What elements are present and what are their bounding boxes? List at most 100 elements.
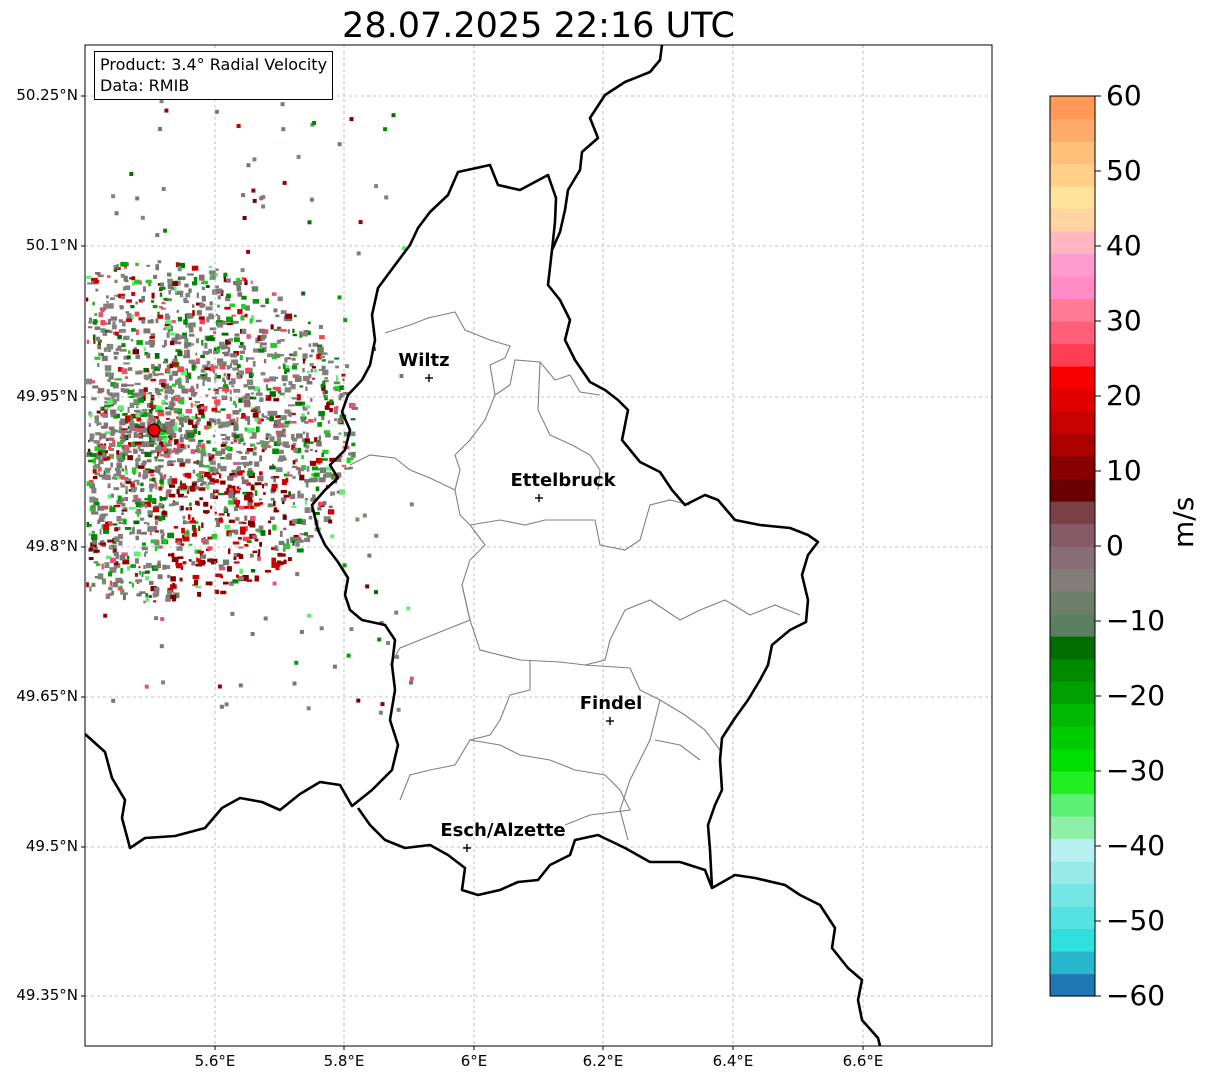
radar-echo (302, 367, 305, 373)
radar-echo (299, 629, 304, 634)
radar-echo (154, 541, 158, 546)
radar-echo (247, 500, 253, 506)
radar-echo (160, 478, 164, 485)
radar-echo (103, 456, 111, 461)
colorbar-segment (1050, 951, 1095, 975)
radar-echo (322, 380, 326, 386)
radar-echo (229, 473, 236, 478)
radar-echo (270, 342, 278, 348)
radar-echo (269, 416, 274, 422)
radar-echo (138, 317, 146, 321)
radar-echo (312, 377, 315, 380)
radar-echo (336, 490, 340, 494)
radar-echo (244, 313, 248, 318)
radar-echo (140, 462, 147, 466)
radar-echo (262, 329, 269, 334)
radar-echo (258, 525, 264, 530)
radar-echo (270, 324, 274, 330)
radar-echo (114, 211, 119, 216)
radar-echo (209, 301, 213, 306)
radar-echo (118, 521, 125, 525)
radar-echo (167, 532, 175, 539)
radar-echo (258, 348, 265, 353)
radar-echo (203, 510, 210, 513)
radar-echo (220, 480, 226, 485)
radar-echo (268, 520, 272, 524)
radar-echo (343, 391, 349, 396)
radar-echo (153, 505, 160, 508)
radar-echo (280, 415, 287, 421)
radar-echo (254, 446, 257, 451)
radar-echo (114, 279, 118, 284)
radar-echo (108, 592, 113, 596)
radar-echo (196, 358, 200, 364)
radar-echo (154, 457, 158, 462)
radar-echo (113, 487, 120, 491)
radar-echo (224, 380, 227, 385)
radar-echo (227, 375, 231, 380)
radar-echo (170, 576, 176, 582)
radar-echo (136, 434, 142, 438)
radar-echo (107, 539, 114, 543)
radar-echo (121, 509, 128, 512)
radar-echo (237, 470, 243, 476)
radar-echo (228, 492, 233, 499)
radar-echo (193, 428, 198, 434)
radar-echo (175, 292, 182, 295)
radar-echo (112, 321, 116, 327)
radar-echo (216, 523, 221, 528)
radar-echo (104, 431, 112, 435)
city-label-ettelbruck: Ettelbruck (510, 470, 616, 491)
radar-echo (94, 472, 101, 476)
radar-echo (171, 478, 178, 484)
radar-echo (164, 108, 169, 113)
radar-echo (146, 353, 151, 359)
radar-echo (391, 113, 396, 118)
colorbar-segment (1050, 861, 1095, 885)
radar-echo (120, 579, 124, 584)
radar-echo (86, 452, 93, 457)
radar-echo (171, 556, 179, 562)
radar-echo (218, 513, 225, 516)
radar-echo (262, 445, 268, 451)
radar-echo (378, 710, 383, 715)
radar-echo (288, 381, 293, 386)
radar-echo (200, 451, 207, 457)
radar-echo (295, 378, 300, 381)
radar-echo (263, 492, 266, 495)
radar-echo (165, 496, 168, 500)
radar-echo (133, 494, 139, 501)
radar-echo (118, 328, 126, 333)
radar-echo (192, 310, 195, 316)
radar-echo (295, 401, 302, 406)
radar-echo (113, 268, 118, 272)
radar-echo (174, 286, 177, 293)
radar-echo (242, 277, 247, 281)
radar-echo (220, 574, 223, 577)
radar-echo (176, 443, 181, 448)
radar-echo (140, 517, 145, 521)
radar-echo (242, 522, 247, 525)
radar-echo (180, 417, 186, 422)
radar-echo (126, 299, 132, 303)
radar-echo (217, 684, 222, 689)
radar-echo (293, 437, 298, 442)
radar-echo (409, 676, 414, 681)
radar-echo (164, 394, 168, 400)
radar-echo (199, 497, 203, 501)
radar-echo (240, 342, 244, 346)
radar-echo (189, 507, 192, 511)
radar-echo (175, 341, 182, 345)
radar-echo (241, 476, 245, 480)
radar-echo (135, 196, 140, 201)
radar-echo (217, 322, 224, 328)
radar-echo (304, 449, 309, 453)
radar-echo (107, 275, 111, 278)
radar-echo (211, 365, 218, 369)
radar-echo (192, 281, 198, 286)
radar-echo (153, 566, 159, 570)
radar-echo (177, 266, 182, 272)
radar-echo (99, 433, 107, 439)
radar-echo (155, 264, 159, 271)
radar-echo (241, 303, 246, 310)
